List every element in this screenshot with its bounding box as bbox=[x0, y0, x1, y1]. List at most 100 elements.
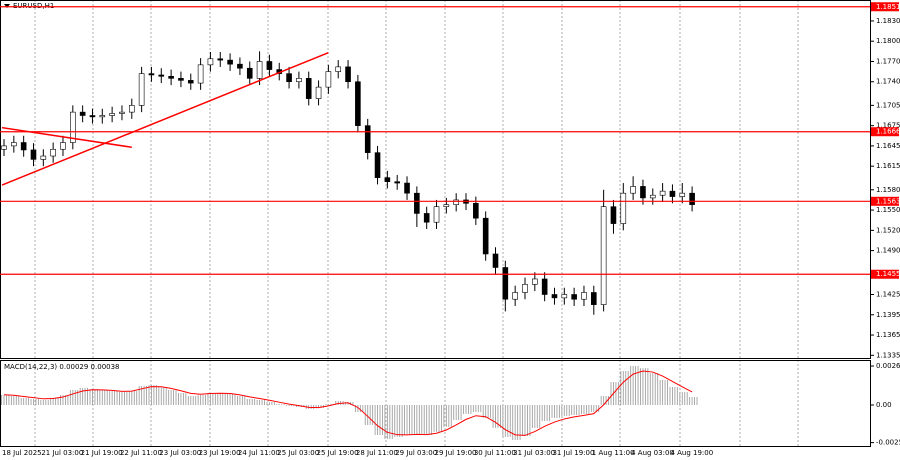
x-tick-label: 25 Jul 19:00 bbox=[317, 449, 359, 457]
candle-body bbox=[20, 142, 27, 151]
candle-body bbox=[659, 190, 666, 196]
level-label: 1.1455 bbox=[876, 270, 900, 278]
candle-body bbox=[296, 78, 302, 83]
candle-body bbox=[384, 177, 391, 183]
candle-body bbox=[246, 67, 253, 79]
candle-body bbox=[286, 73, 292, 83]
candle-body bbox=[649, 194, 656, 199]
candle-body bbox=[305, 78, 312, 99]
candle-body bbox=[345, 66, 351, 83]
candle-body bbox=[11, 142, 17, 147]
y-tick-label: 1.1705 bbox=[876, 101, 900, 109]
x-tick-label: 4 Aug 03:00 bbox=[631, 449, 674, 457]
candle-body bbox=[325, 71, 332, 88]
x-tick-label: 21 Jul 03:00 bbox=[41, 449, 83, 457]
candle-body bbox=[187, 80, 194, 84]
candle-body bbox=[40, 155, 47, 160]
y-tick-label: 1.1800 bbox=[876, 37, 900, 45]
level-label: 1.1563 bbox=[876, 197, 900, 205]
x-tick-label: 1 Aug 11:00 bbox=[592, 449, 635, 457]
x-tick-label: 23 Jul 03:00 bbox=[159, 449, 201, 457]
candle-body bbox=[600, 206, 607, 305]
x-tick-label: 25 Jul 03:00 bbox=[277, 449, 319, 457]
x-tick-label: 31 Jul 19:00 bbox=[552, 449, 594, 457]
candle-body bbox=[414, 192, 420, 214]
y-tick-label: 1.1365 bbox=[876, 331, 900, 339]
candle-body bbox=[522, 284, 528, 293]
y-tick-label: 1.1580 bbox=[876, 186, 900, 194]
candle-body bbox=[689, 192, 695, 205]
x-tick-label: 22 Jul 11:00 bbox=[120, 449, 162, 457]
symbol-title: EURUSD,H1 bbox=[13, 2, 54, 10]
candle-body bbox=[168, 76, 174, 79]
candle-body bbox=[119, 111, 125, 114]
x-tick-label: 23 Jul 19:00 bbox=[199, 449, 241, 457]
macd-title: MACD(14,22,3) 0.00029 0.00038 bbox=[4, 363, 120, 371]
candle-body bbox=[679, 192, 686, 197]
x-tick-label: 4 Aug 19:00 bbox=[670, 449, 713, 457]
y-tick-label: 1.1830 bbox=[876, 17, 900, 25]
candle-body bbox=[473, 203, 479, 219]
candle-body bbox=[355, 81, 361, 126]
candle-body bbox=[237, 63, 243, 69]
candle-body bbox=[335, 66, 342, 72]
candle-body bbox=[512, 292, 518, 300]
candle-body bbox=[178, 78, 184, 81]
y-tick-label: 0.00 bbox=[876, 401, 892, 409]
candle-body bbox=[50, 148, 56, 157]
candle-body bbox=[590, 292, 597, 305]
y-tick-label: 1.1490 bbox=[876, 247, 900, 255]
candle-body bbox=[364, 125, 371, 153]
candle-body bbox=[532, 278, 538, 285]
trend-line bbox=[1, 51, 329, 186]
candle-body bbox=[89, 115, 96, 118]
y-tick-label: 1.1615 bbox=[876, 162, 900, 170]
y-tick-label: 1.1335 bbox=[876, 351, 900, 359]
level-label: 1.1666 bbox=[876, 128, 900, 136]
candle-body bbox=[79, 111, 86, 116]
y-tick-label: 1.1550 bbox=[876, 206, 900, 214]
candle-body bbox=[453, 199, 459, 205]
x-tick-label: 24 Jul 11:00 bbox=[238, 449, 280, 457]
x-tick-label: 28 Jul 11:00 bbox=[356, 449, 398, 457]
x-tick-label: 29 Jul 19:00 bbox=[435, 449, 477, 457]
y-tick-label: 1.1395 bbox=[876, 311, 900, 319]
candle-body bbox=[227, 59, 233, 65]
candle-body bbox=[374, 152, 381, 178]
candle-body bbox=[197, 64, 204, 84]
candle-body bbox=[266, 61, 273, 70]
candle-body bbox=[207, 58, 214, 66]
candle-body bbox=[433, 206, 440, 223]
symbol-icon bbox=[4, 4, 10, 8]
x-tick-label: 18 Jul 2025 bbox=[2, 449, 42, 457]
candle-body bbox=[423, 213, 430, 223]
signal-line bbox=[3, 370, 693, 436]
x-tick-label: 29 Jul 03:00 bbox=[395, 449, 437, 457]
candle-body bbox=[404, 182, 410, 194]
candle-body bbox=[541, 278, 548, 295]
candle-body bbox=[581, 292, 587, 300]
candle-body bbox=[492, 253, 499, 268]
candle-body bbox=[482, 217, 489, 255]
candle-body bbox=[610, 206, 617, 224]
candle-body bbox=[1, 145, 7, 150]
x-tick-label: 21 Jul 19:00 bbox=[81, 449, 123, 457]
candle-body bbox=[669, 190, 676, 197]
x-tick-label: 31 Jul 03:00 bbox=[513, 449, 555, 457]
candle-body bbox=[315, 86, 322, 99]
y-tick-label: -0.00256 bbox=[876, 439, 900, 447]
candle-body bbox=[620, 192, 627, 224]
trend-line bbox=[1, 126, 132, 148]
candle-body bbox=[551, 294, 558, 299]
candle-body bbox=[571, 294, 577, 300]
y-tick-label: 1.1645 bbox=[876, 142, 900, 150]
candle-body bbox=[217, 58, 224, 61]
candle-body bbox=[60, 142, 66, 150]
candle-body bbox=[158, 74, 165, 77]
candle-body bbox=[109, 113, 115, 116]
y-tick-label: 1.1770 bbox=[876, 57, 900, 65]
level-label-box bbox=[871, 2, 899, 12]
candle-body bbox=[30, 149, 37, 160]
candle-body bbox=[128, 105, 135, 113]
